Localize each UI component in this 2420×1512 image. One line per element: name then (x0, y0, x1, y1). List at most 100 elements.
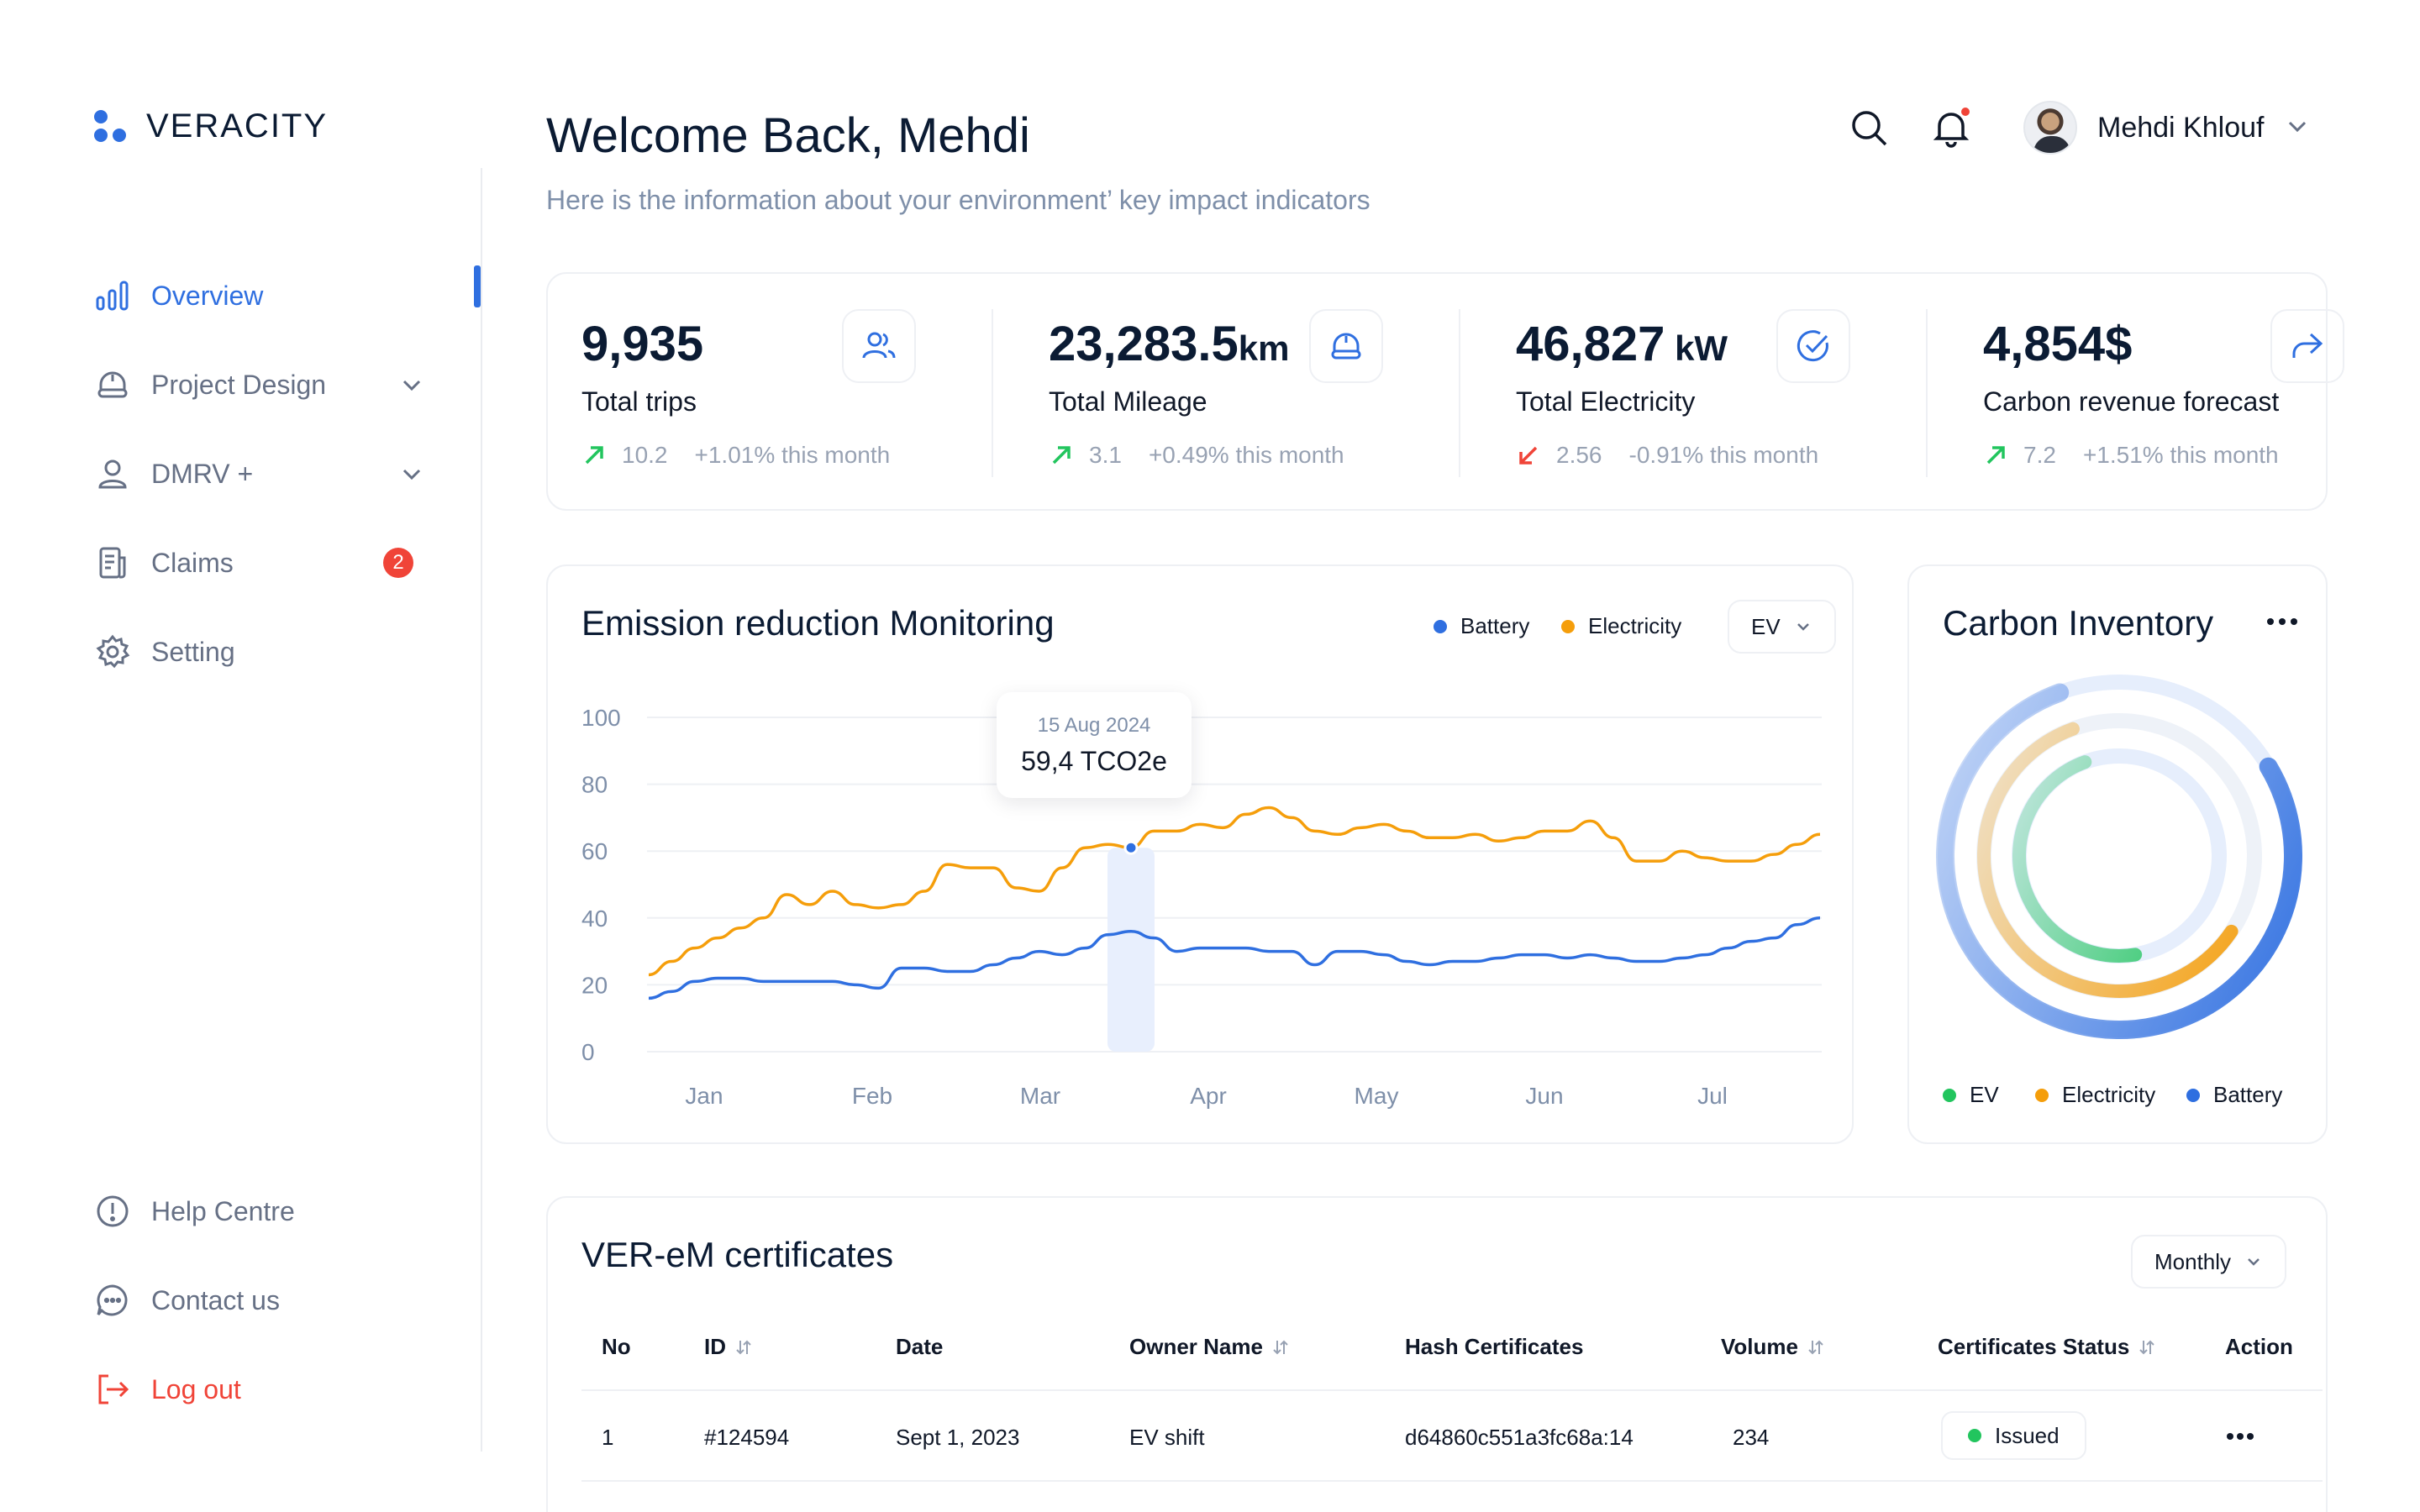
search-icon[interactable] (1849, 108, 1889, 148)
x-tick-label: Jan (685, 1083, 723, 1109)
cell-owner: EV shift (1129, 1425, 1205, 1450)
avatar (2023, 101, 2077, 155)
user-name: Mehdi Khlouf (2097, 111, 2265, 144)
document-icon (94, 544, 131, 581)
nav-item-project-design[interactable]: Project Design (94, 360, 430, 410)
nav-item-contact-us[interactable]: Contact us (94, 1275, 430, 1326)
arrow-up-right-icon (1052, 446, 1071, 465)
stat-trend: 2.56 -0.91% this month (1516, 442, 1818, 469)
series-line-battery (648, 916, 1821, 1000)
legend-battery: Battery (1434, 613, 1529, 639)
active-indicator (474, 265, 481, 307)
x-tick-label: Mar (1020, 1083, 1060, 1109)
x-tick-label: Apr (1190, 1083, 1227, 1109)
stat-trend-text: +0.49% this month (1148, 442, 1344, 468)
helmet-icon (1309, 309, 1383, 383)
y-tick-label: 40 (581, 906, 608, 932)
column-header: Action (2225, 1334, 2293, 1359)
more-horizontal-icon[interactable] (2265, 613, 2299, 634)
period-select[interactable]: Monthly (2131, 1235, 2287, 1289)
stat-trend-value: 3.1 (1089, 442, 1122, 468)
stat-total-mileage: 23,283.5km Total Mileage 3.1 +0.49% this… (1015, 274, 1460, 509)
legend-label: Electricity (2062, 1082, 2156, 1107)
series-line-electricity (648, 806, 1821, 977)
x-tick-label: Jun (1525, 1083, 1563, 1109)
sort-icon (736, 1340, 751, 1354)
stat-trend: 10.2 +1.01% this month (581, 442, 890, 469)
stat-trend: 7.2 +1.51% this month (1983, 442, 2279, 469)
legend-dot (1434, 619, 1447, 633)
nav-item-overview[interactable]: Overview (94, 270, 430, 321)
legend-label: Battery (2213, 1082, 2283, 1107)
users-icon (842, 309, 916, 383)
column-header-status[interactable]: Certificates Status (1938, 1334, 2156, 1360)
stat-trend-text: -0.91% this month (1628, 442, 1819, 468)
brand-logo[interactable]: VERACITY (94, 108, 328, 145)
page-subtitle: Here is the information about your envir… (546, 185, 1370, 215)
nav-item-setting[interactable]: Setting (94, 627, 430, 677)
sidebar-divider (481, 168, 482, 1452)
user-menu[interactable]: Mehdi Khlouf (2023, 101, 2311, 155)
stat-trend-value: 2.56 (1556, 442, 1602, 468)
page-title: Welcome Back, Mehdi (546, 108, 1030, 163)
nav-label: Contact us (151, 1284, 280, 1315)
column-header-id[interactable]: ID (704, 1334, 753, 1360)
nav-item-help-centre[interactable]: Help Centre (94, 1186, 430, 1236)
column-header: Hash Certificates (1405, 1334, 1584, 1359)
stats-panel: 9,935 Total trips 10.2 +1.01% this month… (546, 272, 2344, 511)
emission-line-chart: 100 80 60 40 20 0 Jan Feb Mar Apr May Jun Jul (581, 705, 1822, 1109)
ring-battery (1936, 673, 2302, 1039)
stat-label: Total Electricity (1516, 386, 1696, 417)
legend-ev: EV (1943, 1082, 1999, 1108)
share-icon (2270, 309, 2344, 383)
highlight-point (1123, 840, 1139, 855)
stat-total-electricity: 46,827 kW Total Electricity 2.56 -0.91% … (1482, 274, 1928, 509)
row-action-more-icon[interactable] (2225, 1430, 2255, 1447)
stat-trend-value: 10.2 (622, 442, 668, 468)
legend-electricity: Electricity (1561, 613, 1681, 639)
check-circle-icon (1776, 309, 1850, 383)
sort-icon (1273, 1340, 1288, 1354)
y-tick-label: 60 (581, 838, 608, 864)
nav-item-claims[interactable]: Claims 2 (94, 538, 430, 588)
y-tick-label: 80 (581, 772, 608, 798)
notification-dot (1961, 108, 1970, 116)
chevron-down-icon (1797, 623, 1809, 631)
gear-icon (94, 633, 131, 670)
carbon-ring-chart (1936, 673, 2302, 1039)
column-header-owner[interactable]: Owner Name (1129, 1334, 1290, 1360)
brand-name: VERACITY (146, 108, 329, 144)
nav-label: DMRV + (151, 458, 254, 489)
divider (992, 309, 993, 477)
status-label: Issued (1995, 1422, 2060, 1448)
y-tick-label: 0 (581, 1039, 595, 1065)
info-icon (94, 1193, 131, 1230)
column-header-volume[interactable]: Volume (1721, 1334, 1825, 1360)
emission-filter-select[interactable]: EV (1728, 600, 1836, 654)
logout-icon (94, 1371, 131, 1408)
nav-item-dmrv[interactable]: DMRV + (94, 449, 430, 499)
x-tick-label: Jul (1697, 1083, 1728, 1109)
carbon-inventory-card: Carbon Inventory EV Electricity Battery (1907, 564, 2328, 1144)
chevron-down-icon (2284, 113, 2311, 144)
sort-icon (1808, 1340, 1823, 1354)
legend-dot (1561, 619, 1575, 633)
stat-label: Total trips (581, 386, 697, 417)
select-value: EV (1751, 613, 1781, 639)
emission-title: Emission reduction Monitoring (581, 603, 1055, 643)
column-header: Date (896, 1334, 944, 1359)
bell-icon[interactable] (1931, 108, 1971, 148)
stat-unit: km (1238, 328, 1290, 368)
divider (1459, 309, 1460, 477)
arrow-up-right-icon (1986, 446, 2005, 465)
legend-dot (2035, 1088, 2049, 1102)
divider (581, 1389, 2323, 1391)
sort-icon (2139, 1340, 2155, 1354)
divider (1926, 309, 1928, 477)
y-tick-label: 20 (581, 972, 608, 998)
helmet-icon (94, 366, 131, 403)
stat-trend-text: +1.51% this month (2082, 442, 2279, 468)
nav-item-logout[interactable]: Log out (94, 1364, 430, 1415)
legend-label: Electricity (1588, 613, 1682, 638)
x-tick-label: May (1355, 1083, 1399, 1109)
